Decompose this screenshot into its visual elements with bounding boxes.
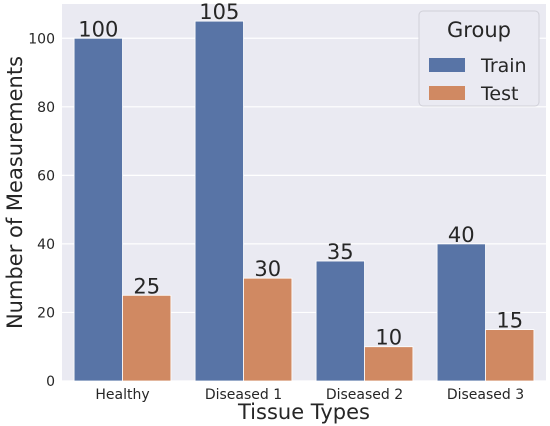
x-tick-label: Healthy [95, 387, 149, 403]
legend-label-test: Test [480, 83, 518, 105]
y-axis-label: Number of Measurements [3, 56, 27, 329]
x-tick-label: Diseased 3 [447, 387, 524, 403]
bar-train-diseased-3 [436, 243, 486, 382]
data-label: 15 [496, 309, 523, 333]
bar-train-diseased-2 [315, 260, 365, 382]
data-label: 25 [133, 274, 160, 298]
data-label: 30 [254, 257, 281, 281]
data-label: 10 [375, 326, 402, 350]
legend: Group Train Test [418, 10, 540, 107]
y-tick-label: 0 [46, 374, 55, 390]
x-tick-label: Diseased 1 [205, 387, 282, 403]
data-label: 105 [199, 0, 239, 24]
y-tick-label: 40 [37, 237, 55, 253]
bar-test-healthy [122, 294, 172, 382]
bar-test-diseased-1 [243, 277, 293, 382]
y-tick-label: 80 [37, 100, 55, 116]
y-tick-label: 60 [37, 168, 55, 184]
bars [73, 20, 535, 382]
bar-test-diseased-2 [364, 346, 414, 382]
x-axis-label: Tissue Types [237, 400, 370, 424]
y-tick-label: 100 [28, 31, 55, 47]
y-tick-labels: 0 20 40 60 80 100 [28, 31, 55, 390]
y-tick-label: 20 [37, 305, 55, 321]
bar-test-diseased-3 [485, 329, 535, 382]
bar-train-healthy [73, 37, 123, 382]
data-label: 100 [78, 17, 118, 41]
legend-label-train: Train [480, 55, 527, 77]
legend-box [418, 10, 540, 107]
legend-swatch-test [429, 86, 465, 100]
bar-train-diseased-1 [194, 20, 244, 382]
x-tick-label: Diseased 2 [326, 387, 403, 403]
data-labels: 100 25 105 30 35 10 40 15 [78, 0, 523, 350]
x-tick-labels: Healthy Diseased 1 Diseased 2 Diseased 3 [95, 387, 524, 403]
legend-swatch-train [429, 58, 465, 72]
data-label: 35 [327, 240, 354, 264]
legend-title: Group [447, 18, 511, 42]
data-label: 40 [448, 223, 475, 247]
